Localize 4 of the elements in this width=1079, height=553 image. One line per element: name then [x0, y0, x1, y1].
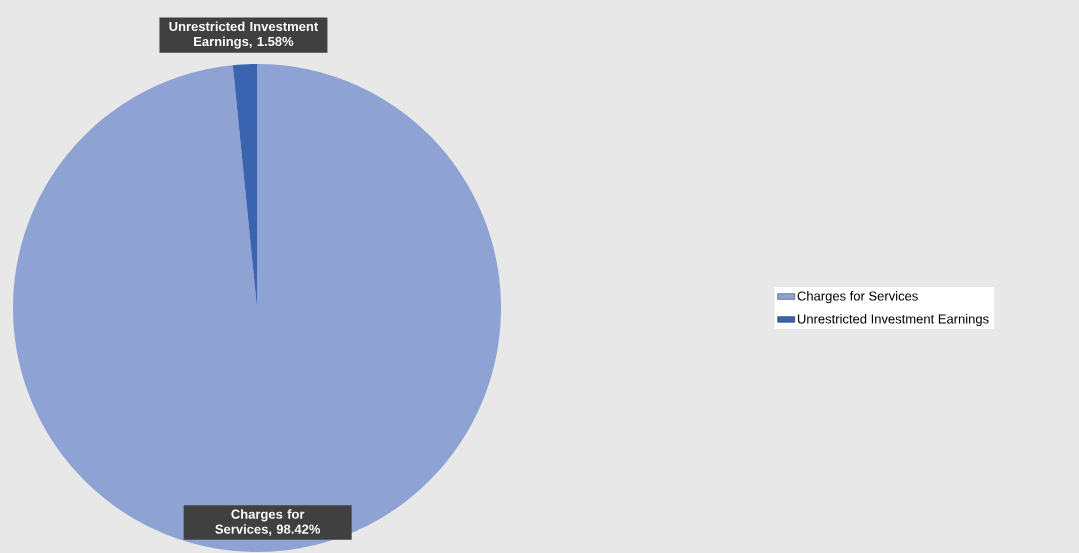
data-label: Charges for Services, 98.42% — [215, 509, 321, 536]
data-label: Unrestricted Investment Earnings, 1.58% — [169, 21, 319, 49]
legend-label: Charges for Services — [797, 291, 918, 304]
legend-label: Unrestricted Investment Earnings — [797, 313, 989, 327]
